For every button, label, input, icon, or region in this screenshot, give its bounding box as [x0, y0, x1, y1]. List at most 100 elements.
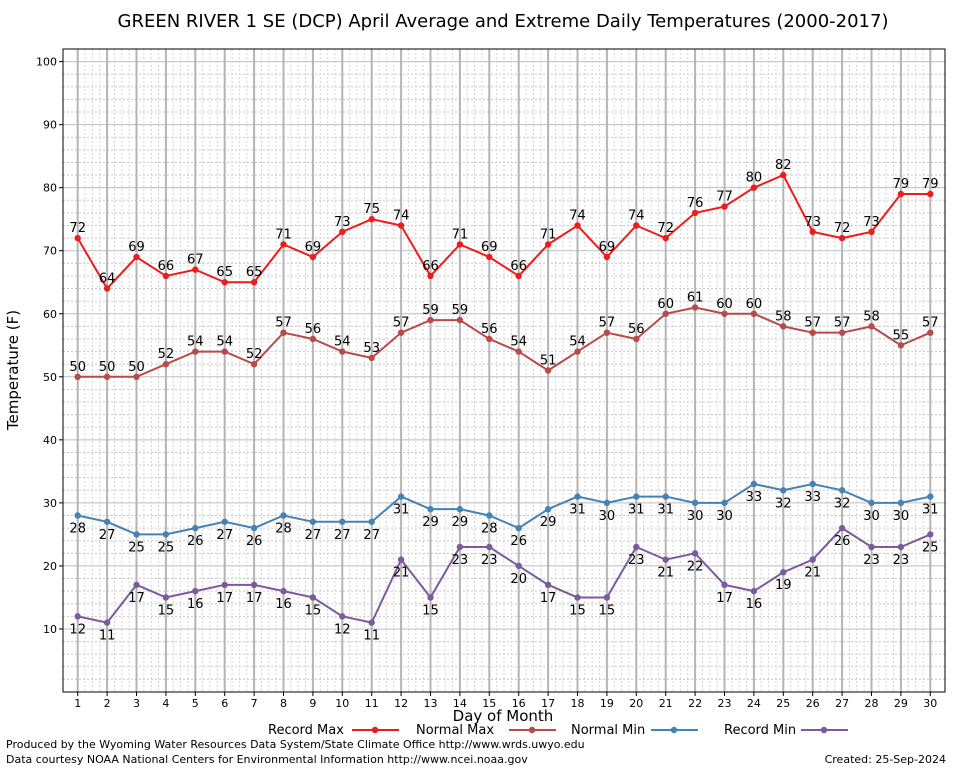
x-tick-label: 4 — [162, 697, 169, 710]
normal-min-data-label: 30 — [599, 509, 616, 524]
normal-min-point — [103, 518, 111, 525]
normal-max-data-label: 58 — [775, 309, 792, 324]
record-max-data-label: 66 — [510, 259, 527, 274]
record-max-data-label: 71 — [452, 227, 469, 242]
record-max-data-label: 71 — [540, 227, 557, 242]
x-axis-label: Day of Month — [453, 707, 554, 725]
normal-min-point — [544, 505, 552, 513]
normal-min-point — [250, 524, 258, 532]
x-tick-label: 24 — [747, 697, 761, 710]
record-min-point — [574, 594, 581, 601]
normal-max-data-label: 54 — [334, 335, 351, 350]
plot-area — [62, 48, 946, 693]
normal-max-point — [280, 329, 287, 336]
record-max-point — [74, 234, 81, 242]
record-min-point — [780, 569, 787, 576]
y-tick-label: 20 — [43, 560, 57, 573]
normal-max-point — [368, 354, 375, 362]
record-max-data-label: 75 — [363, 202, 380, 217]
normal-min-point — [868, 499, 875, 507]
record-max-point — [780, 171, 787, 179]
x-tick-label: 3 — [133, 697, 140, 710]
record-max-data-label: 66 — [158, 259, 175, 274]
normal-max-point — [868, 323, 875, 330]
record-max-data-label: 67 — [187, 253, 204, 268]
normal-min-point — [691, 499, 699, 507]
record-max-point — [309, 253, 317, 261]
record-max-point — [927, 190, 934, 198]
record-min-data-label: 15 — [305, 603, 322, 618]
x-tick-label: 2 — [104, 697, 111, 710]
record-min-point — [721, 581, 728, 589]
record-min-point — [74, 613, 81, 620]
normal-min-point — [633, 493, 640, 500]
legend-marker-record-max — [371, 726, 379, 734]
normal-max-data-label: 57 — [922, 316, 939, 331]
grid — [63, 49, 945, 692]
normal-min-data-label: 28 — [275, 521, 292, 536]
record-max-point — [456, 241, 464, 248]
normal-min-data-label: 26 — [246, 534, 263, 549]
record-max-point — [162, 272, 170, 280]
legend-marker-record-min — [820, 726, 828, 734]
record-min-point — [750, 587, 758, 595]
record-min-point — [633, 543, 640, 551]
normal-min-point — [368, 518, 375, 525]
y-tick-label: 70 — [43, 245, 57, 258]
record-max-point — [868, 228, 875, 236]
normal-min-point — [515, 524, 522, 532]
x-tick-label: 18 — [571, 697, 585, 710]
record-min-data-label: 16 — [187, 597, 204, 612]
normal-min-point — [456, 505, 464, 513]
normal-max-data-label: 60 — [716, 297, 733, 312]
record-max-data-label: 74 — [628, 209, 645, 224]
record-max-data-label: 79 — [893, 177, 910, 192]
x-tick-label: 26 — [806, 697, 820, 710]
record-min-point — [250, 581, 258, 589]
normal-max-data-label: 58 — [863, 309, 880, 324]
record-max-data-label: 77 — [716, 190, 733, 205]
normal-min-data-label: 31 — [657, 503, 674, 518]
normal-max-point — [456, 316, 464, 324]
normal-max-data-label: 55 — [893, 328, 910, 343]
record-max-point — [486, 253, 493, 261]
record-min-point — [133, 581, 140, 589]
record-min-data-label: 19 — [775, 578, 792, 593]
footer-data-courtesy: Data courtesy NOAA National Centers for … — [6, 753, 528, 766]
x-tick-label: 28 — [865, 697, 879, 710]
normal-max-data-label: 54 — [569, 335, 586, 350]
normal-max-data-label: 59 — [422, 303, 439, 318]
record-max-point — [574, 222, 581, 229]
normal-min-data-label: 27 — [99, 528, 116, 543]
record-min-data-label: 25 — [922, 540, 939, 555]
record-max-data-label: 72 — [834, 221, 851, 236]
x-tick-label: 15 — [482, 697, 496, 710]
record-max-data-label: 74 — [393, 209, 410, 224]
normal-min-point — [486, 512, 493, 519]
x-tick-label: 27 — [835, 697, 849, 710]
record-min-data-label: 15 — [422, 603, 439, 618]
normal-max-point — [691, 304, 699, 311]
record-min-point — [427, 594, 434, 601]
record-min-point — [809, 556, 816, 563]
record-min-point — [691, 550, 699, 557]
record-max-point — [750, 184, 758, 191]
record-min-data-label: 26 — [834, 534, 851, 549]
normal-min-data-label: 30 — [863, 509, 880, 524]
normal-min-data-label: 27 — [334, 528, 351, 543]
normal-max-data-label: 50 — [99, 360, 116, 375]
normal-max-point — [838, 329, 846, 336]
record-min-point — [221, 581, 228, 589]
normal-max-point — [897, 342, 905, 349]
record-min-point — [927, 531, 934, 538]
record-min-point — [309, 594, 317, 601]
normal-min-point — [339, 518, 346, 525]
normal-max-point — [221, 348, 228, 355]
record-min-point — [897, 543, 905, 551]
record-min-data-label: 17 — [716, 591, 733, 606]
record-min-data-label: 17 — [246, 591, 263, 606]
x-tick-label: 25 — [776, 697, 790, 710]
x-axis: 1 2 3 4 5 6 7 8 9 10 11 12 13 14 15 16 17 18 19 20 21 22 23 24 2… — [74, 692, 937, 710]
normal-max-point — [133, 373, 140, 381]
record-max-data-label: 69 — [128, 240, 145, 255]
